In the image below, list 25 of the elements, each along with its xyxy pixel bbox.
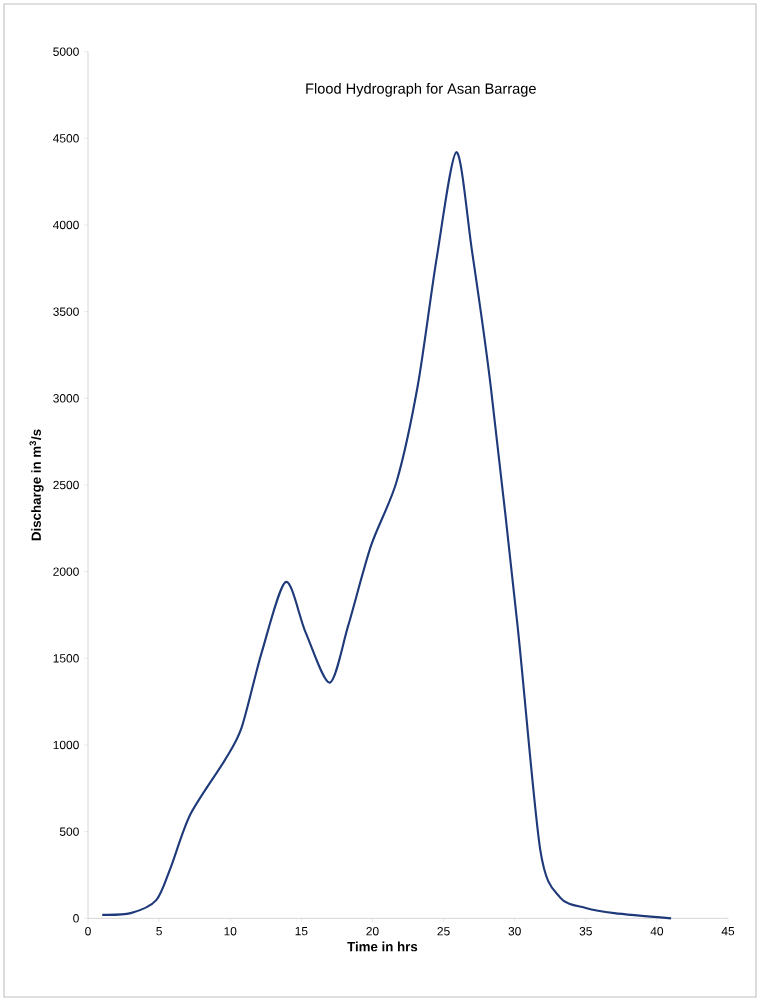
x-tick-label: 5: [156, 927, 162, 936]
x-tick-label: 25: [437, 927, 450, 936]
x-tick-label: 0: [85, 927, 91, 936]
y-tick-label: 5000: [53, 47, 79, 56]
y-tick-label: 3500: [53, 307, 79, 316]
y-tick-label: 0: [73, 914, 79, 923]
x-tick-label: 10: [224, 927, 237, 936]
y-tick-label: 1000: [53, 740, 79, 750]
x-tick-label: 35: [579, 927, 592, 936]
x-tick-label: 20: [366, 927, 379, 936]
x-tick-label: 45: [721, 927, 735, 936]
y-tick-label: 500: [59, 827, 79, 836]
x-tick-label: 30: [508, 927, 521, 936]
y-tick-label: 4500: [53, 134, 79, 143]
line-series: [101, 151, 673, 920]
y-tick-label: 2500: [53, 480, 79, 490]
y-tick-label: 4000: [53, 220, 79, 230]
x-axis-title: Time in hrs: [347, 941, 418, 952]
x-tick-label: 15: [295, 927, 308, 936]
x-tick-label: 40: [650, 927, 664, 936]
y-tick-label: 1500: [53, 654, 79, 663]
text: Flood Hydrograph for Asan Barrage: [306, 83, 536, 97]
y-tick-label: 3000: [53, 394, 79, 403]
y-tick-label: 2000: [53, 567, 79, 576]
y-axis-title: Discharge in m$^{3}$/s: [29, 429, 44, 541]
